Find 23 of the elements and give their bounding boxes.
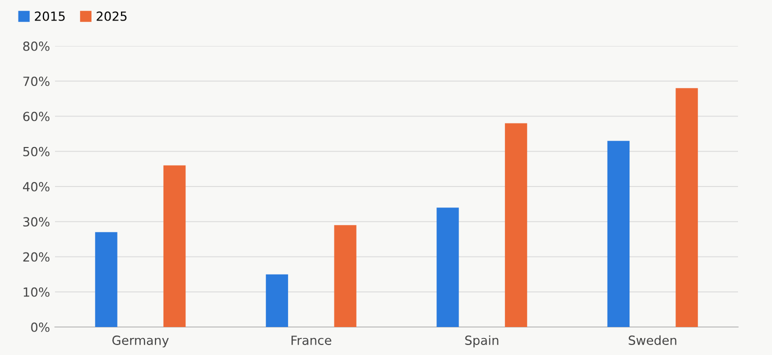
y-tick-label: 40%: [22, 182, 50, 192]
bar: [266, 274, 288, 327]
bar: [95, 232, 118, 327]
y-tick-label: 30%: [23, 217, 50, 227]
y-tick-label: 50%: [23, 146, 50, 156]
bar: [334, 225, 356, 327]
x-tick-label: France: [292, 336, 332, 346]
y-tick-label: 0%: [31, 322, 50, 332]
legend-label: 2015: [34, 11, 65, 21]
bar: [607, 140, 630, 327]
y-tick-label: 60%: [23, 112, 50, 122]
bar: [676, 88, 698, 327]
bar: [504, 123, 528, 327]
x-tick-label: Sweden: [628, 335, 676, 346]
x-tick-label: Germany: [112, 336, 169, 348]
bar: [163, 165, 186, 327]
y-tick-label: 10%: [24, 287, 50, 297]
x-tick-label: Spain: [465, 335, 498, 348]
bar: [436, 208, 459, 327]
y-tick-label: 20%: [23, 252, 50, 262]
y-tick-label: 70%: [23, 76, 50, 86]
legend-label: 2025: [96, 11, 126, 21]
y-tick-label: 80%: [23, 41, 50, 51]
